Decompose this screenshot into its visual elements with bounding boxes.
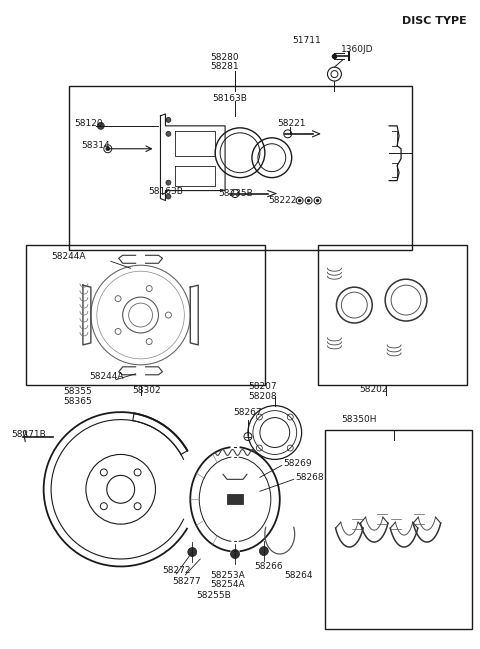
Text: 58254A: 58254A [210,580,245,589]
Text: 58272: 58272 [162,566,191,575]
Text: 58355: 58355 [63,387,92,396]
Text: 58208: 58208 [248,392,276,400]
Text: 51711: 51711 [293,36,322,45]
Bar [227,495,243,504]
Bar [26,245,265,385]
Text: 58120: 58120 [74,119,103,128]
Circle shape [316,199,319,202]
Text: 58281: 58281 [210,62,239,71]
Text: 58207: 58207 [248,382,276,391]
Circle shape [106,147,110,151]
Circle shape [97,123,104,129]
Text: 58271B: 58271B [12,430,46,439]
Text: 58163B: 58163B [212,94,247,103]
Circle shape [166,117,171,123]
Circle shape [166,131,171,136]
Text: 58264: 58264 [285,571,313,580]
Text: 58350H: 58350H [341,415,377,424]
Text: 58302: 58302 [132,386,161,395]
Text: 58280: 58280 [210,53,239,62]
Text: 58253A: 58253A [210,571,245,580]
Text: DISC TYPE: DISC TYPE [402,16,467,27]
Text: 58267: 58267 [233,408,262,417]
Bar [69,86,412,251]
Text: 1360JD: 1360JD [341,45,374,55]
Text: 58269: 58269 [284,459,312,469]
Bar [324,430,472,629]
Circle shape [166,194,171,199]
Circle shape [230,550,240,559]
Text: 58222: 58222 [268,195,296,204]
Text: 58244A: 58244A [89,372,123,381]
Text: 58163B: 58163B [148,187,183,195]
Text: 58268: 58268 [296,473,324,482]
Circle shape [298,199,301,202]
Text: 58244A: 58244A [51,252,85,262]
Text: 58314: 58314 [81,141,109,150]
Text: 58266: 58266 [254,562,283,571]
Circle shape [166,180,171,185]
Text: 58221: 58221 [278,119,306,128]
Circle shape [307,199,310,202]
Text: 58202: 58202 [360,385,388,394]
Text: 58365: 58365 [63,397,92,406]
Bar [318,245,467,385]
Circle shape [259,546,268,556]
Text: 58255B: 58255B [196,591,231,600]
Text: 58277: 58277 [172,577,201,586]
Circle shape [188,548,197,556]
Text: 58235B: 58235B [218,189,253,197]
